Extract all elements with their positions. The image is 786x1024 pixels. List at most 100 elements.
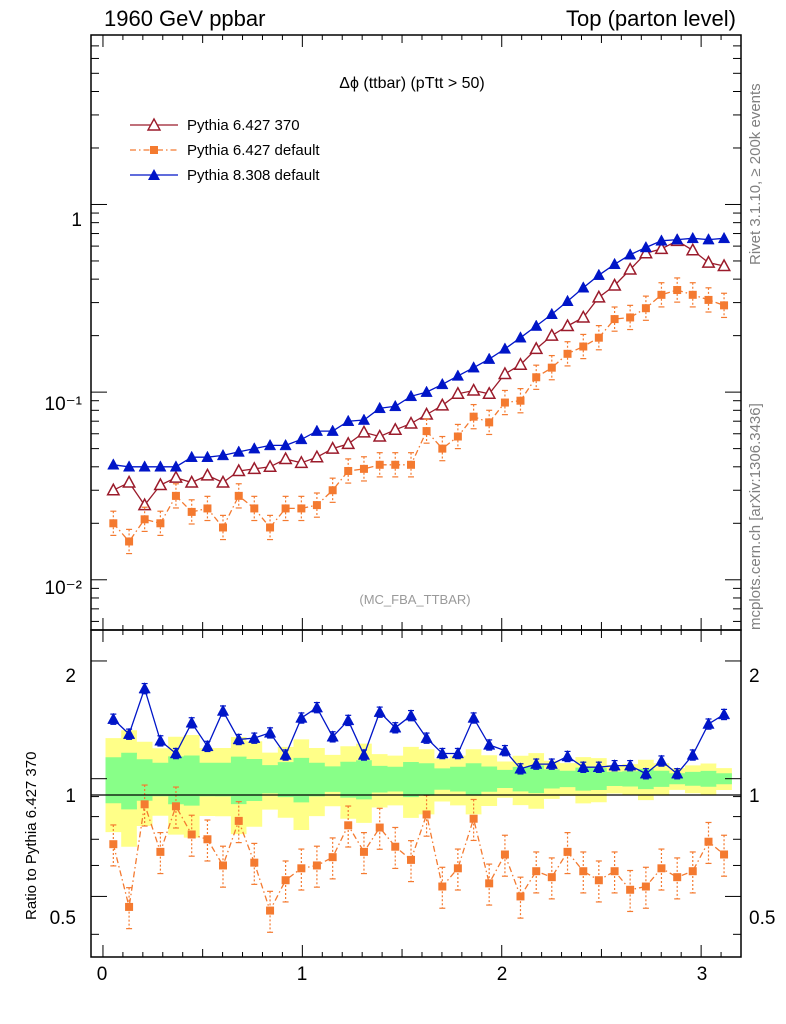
data-point xyxy=(544,328,559,341)
data-point xyxy=(608,257,621,270)
ratio-data-point xyxy=(250,858,259,867)
ratio-data-point xyxy=(297,864,306,873)
data-point xyxy=(671,233,684,245)
ratio-data-point xyxy=(391,842,400,851)
ratio-data-point xyxy=(639,767,653,779)
data-point xyxy=(530,319,543,331)
legend-marker-p6-370 xyxy=(146,117,162,131)
ratio-data-point xyxy=(532,867,541,876)
ratio-plot-frame xyxy=(90,629,742,958)
data-point xyxy=(310,424,324,436)
ratio-data-point xyxy=(688,867,697,876)
data-point xyxy=(532,373,541,382)
ratio-data-point xyxy=(436,746,449,759)
ratio-data-point xyxy=(717,707,731,720)
data-point xyxy=(309,449,324,463)
ratio-data-point xyxy=(187,830,196,839)
data-point xyxy=(168,470,183,483)
data-point xyxy=(122,460,136,472)
ratio-data-point xyxy=(248,731,261,743)
ratio-data-point xyxy=(281,876,290,885)
data-point xyxy=(579,342,588,351)
data-point xyxy=(356,424,371,438)
ratio-data-point xyxy=(563,847,572,856)
data-point xyxy=(325,441,340,454)
ratio-data-point xyxy=(407,855,416,864)
data-point xyxy=(467,361,480,373)
data-point xyxy=(673,286,682,295)
data-point xyxy=(156,519,165,528)
series-line-p6-370 xyxy=(113,240,725,507)
ratio-series-p8-default xyxy=(107,682,731,780)
data-point xyxy=(513,357,528,370)
legend: Pythia 6.427 370 Pythia 6.427 default Py… xyxy=(130,117,320,184)
ratio-data-point xyxy=(498,744,512,756)
data-point xyxy=(654,241,669,255)
ratio-data-point xyxy=(561,749,574,762)
data-point xyxy=(577,281,590,293)
header-left-label: 1960 GeV ppbar xyxy=(104,6,266,31)
data-point xyxy=(154,460,167,472)
ratio-data-point xyxy=(657,864,666,873)
data-point xyxy=(263,438,277,451)
data-point xyxy=(516,396,525,405)
data-point xyxy=(545,307,558,320)
data-point xyxy=(688,290,697,299)
ratio-data-point xyxy=(624,759,637,771)
data-point xyxy=(704,295,713,304)
data-point xyxy=(184,474,199,488)
y-tick-label-main-0p01: 10⁻² xyxy=(45,578,83,599)
data-point xyxy=(389,399,402,412)
data-point xyxy=(420,385,433,397)
x-tick-label-2: 2 xyxy=(497,964,508,985)
ratio-data-point xyxy=(359,847,368,856)
ratio-data-point xyxy=(140,800,149,809)
data-point xyxy=(720,301,729,310)
y-tick-label-ratio-0p5-right: 0.5 xyxy=(749,908,775,929)
ratio-data-point xyxy=(610,867,619,876)
data-point xyxy=(607,277,622,291)
data-point xyxy=(138,460,151,472)
ratio-data-point xyxy=(234,816,243,825)
ratio-data-point xyxy=(216,704,230,716)
ratio-data-point xyxy=(592,760,605,772)
data-point xyxy=(201,450,214,462)
ratio-data-point xyxy=(467,711,480,723)
data-point xyxy=(187,507,196,516)
data-point xyxy=(326,424,339,436)
ratio-data-point xyxy=(469,814,478,823)
ratio-data-point xyxy=(577,760,590,772)
ratio-data-point xyxy=(344,821,353,830)
header-right-label: Top (parton level) xyxy=(566,6,736,31)
data-point xyxy=(563,349,572,358)
ratio-uncertainty-bands xyxy=(105,730,732,847)
data-point xyxy=(498,342,512,354)
ratio-data-point xyxy=(201,739,214,752)
ratio-data-point xyxy=(328,853,337,862)
data-point xyxy=(529,341,544,355)
ratio-data-point xyxy=(422,810,431,819)
data-point xyxy=(436,377,449,390)
data-point xyxy=(469,412,478,421)
ratio-data-point xyxy=(704,837,713,846)
data-point xyxy=(109,519,118,528)
legend-marker-p6-default xyxy=(150,146,158,154)
ratio-data-point xyxy=(122,727,136,739)
data-point xyxy=(686,231,699,244)
data-point xyxy=(250,504,259,513)
data-point xyxy=(624,248,637,260)
data-point xyxy=(453,432,462,441)
data-point xyxy=(594,333,603,342)
data-point xyxy=(407,460,416,469)
ratio-data-point xyxy=(626,885,635,894)
ratio-data-point xyxy=(686,748,699,760)
data-point xyxy=(294,455,309,469)
data-point xyxy=(641,304,650,313)
data-point xyxy=(450,386,465,400)
ratio-data-point xyxy=(579,867,588,876)
data-point xyxy=(218,523,227,532)
ratio-data-point xyxy=(357,748,371,760)
data-point xyxy=(200,467,215,481)
ratio-data-point xyxy=(389,721,402,733)
ratio-data-point xyxy=(673,873,682,882)
